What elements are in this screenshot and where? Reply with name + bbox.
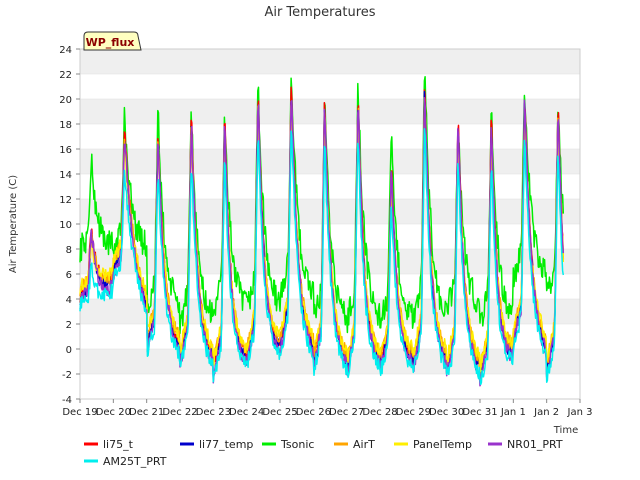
legend-label-paneltemp: PanelTemp xyxy=(413,438,472,451)
y-tick-label: 16 xyxy=(59,145,72,156)
grid-band xyxy=(80,124,580,149)
x-tick-label: Dec 29 xyxy=(396,407,431,418)
y-tick-label: 14 xyxy=(59,170,72,181)
wp-flux-badge: WP_flux xyxy=(83,31,142,51)
x-tick-label: Dec 24 xyxy=(229,407,264,418)
y-tick-label: 22 xyxy=(59,70,72,81)
y-tick-label: 12 xyxy=(59,195,72,206)
y-tick-label: 10 xyxy=(59,220,72,231)
legend-label-tsonic: Tsonic xyxy=(280,438,314,451)
legend-label-li75-t: li75_t xyxy=(103,438,134,451)
x-tick-label: Jan 2 xyxy=(533,407,559,418)
x-tick-label: Dec 30 xyxy=(429,407,464,418)
legend-label-li77-temp: li77_temp xyxy=(199,438,253,451)
grid-band xyxy=(80,349,580,374)
grid-band xyxy=(80,174,580,199)
legend-label-airt: AirT xyxy=(353,438,375,451)
legend: li75_t li77_temp Tsonic AirT PanelTemp NR01_P… xyxy=(84,438,563,468)
y-tick-label: -4 xyxy=(62,395,72,406)
grid-band xyxy=(80,149,580,174)
x-tick-label: Dec 31 xyxy=(462,407,497,418)
y-tick-label: 6 xyxy=(66,270,72,281)
grid-band xyxy=(80,49,580,74)
grid-band xyxy=(80,99,580,124)
series-line-am25t-prt xyxy=(79,128,565,386)
x-axis-label: Time xyxy=(553,425,578,436)
y-tick-label: 24 xyxy=(59,45,72,56)
badge-label: WP_flux xyxy=(86,36,135,49)
x-tick-label: Dec 20 xyxy=(96,407,131,418)
y-tick-label: 2 xyxy=(66,320,72,331)
y-tick-label: 0 xyxy=(66,345,72,356)
x-tick-label: Dec 19 xyxy=(62,407,97,418)
x-tick-label: Dec 21 xyxy=(129,407,164,418)
x-tick-label: Dec 22 xyxy=(162,407,197,418)
y-tick-label: 20 xyxy=(59,95,72,106)
grid-band xyxy=(80,374,580,399)
series-layer xyxy=(79,75,565,387)
y-tick-label: -2 xyxy=(62,370,72,381)
grid-band xyxy=(80,74,580,99)
x-tick-label: Dec 25 xyxy=(262,407,297,418)
y-tick-label: 8 xyxy=(66,245,72,256)
x-tick-label: Dec 27 xyxy=(329,407,364,418)
badge-box xyxy=(83,31,142,51)
legend-label-am25t-prt: AM25T_PRT xyxy=(103,455,167,468)
chart-title: Air Temperatures xyxy=(264,5,375,20)
x-tick-label: Jan 1 xyxy=(500,407,526,418)
y-tick-label: 4 xyxy=(66,295,72,306)
y-axis-label: Air Temperature (C) xyxy=(8,175,19,273)
y-tick-label: 18 xyxy=(59,120,72,131)
legend-label-nr01-prt: NR01_PRT xyxy=(507,438,563,451)
x-tick-label: Dec 23 xyxy=(196,407,231,418)
grid-band xyxy=(80,299,580,324)
grid-band xyxy=(80,324,580,349)
x-tick-label: Jan 3 xyxy=(567,407,593,418)
x-tick-label: Dec 26 xyxy=(296,407,331,418)
x-tick-label: Dec 28 xyxy=(362,407,397,418)
